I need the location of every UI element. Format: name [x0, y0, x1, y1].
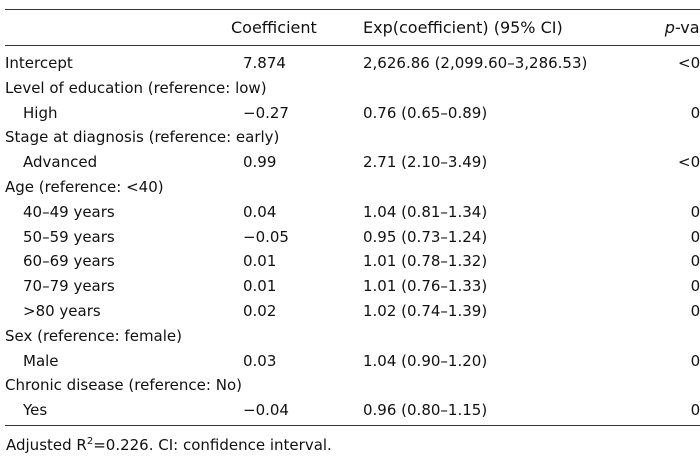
header-p-rest: -value: [674, 18, 700, 37]
row-p-value: 0.97: [690, 277, 700, 296]
row-p-value: [648, 125, 700, 150]
row-p-value: [648, 323, 700, 348]
header-label-cell: [5, 10, 217, 46]
row-label: Chronic disease (reference: No): [5, 376, 242, 395]
row-label: Yes: [23, 400, 48, 419]
row-coefficient: [217, 175, 351, 200]
table-row: 70–79 years 0.01 1.01 (0.76–1.33) 0.97: [5, 274, 700, 299]
row-p-value: <0.01: [678, 153, 700, 172]
row-p-value: [648, 175, 700, 200]
row-exp-ci: 2,626.86 (2,099.60–3,286.53): [363, 53, 588, 72]
header-p-italic: p: [664, 18, 675, 37]
table-row: Age (reference: <40): [5, 175, 700, 200]
row-p-value: 0.64: [690, 351, 700, 370]
header-p-value: p-value: [648, 10, 700, 46]
row-exp-ci: [351, 175, 648, 200]
row-p-value: <0.01: [678, 53, 700, 72]
row-p-value: 0.92: [690, 252, 700, 271]
table-row: Yes −0.04 0.96 (0.80–1.15) 0.64: [5, 398, 700, 426]
table-row: 40–49 years 0.04 1.04 (0.81–1.34) 0.74: [5, 199, 700, 224]
row-coefficient: 0.04: [243, 202, 277, 221]
regression-table: Coefficient Exp(coefficient) (95% CI) p-…: [5, 9, 700, 426]
row-exp-ci: 1.02 (0.74–1.39): [363, 302, 488, 321]
row-label: Stage at diagnosis (reference: early): [5, 128, 280, 147]
row-p-value: 0.64: [690, 400, 700, 419]
row-label: Intercept: [5, 53, 73, 72]
footnote-part1: Adjusted R: [6, 436, 87, 454]
row-label: 70–79 years: [23, 277, 115, 296]
row-label: 40–49 years: [23, 202, 115, 221]
table-row: 60–69 years 0.01 1.01 (0.78–1.32) 0.92: [5, 249, 700, 274]
row-coefficient: [217, 323, 351, 348]
row-coefficient: −0.04: [243, 400, 289, 419]
row-p-value: [648, 76, 700, 101]
row-exp-ci: [351, 373, 648, 398]
row-p-value: 0.01: [690, 103, 700, 122]
table-row: Male 0.03 1.04 (0.90–1.20) 0.64: [5, 348, 700, 373]
row-coefficient: 0.99: [243, 153, 277, 172]
row-label: High: [23, 103, 58, 122]
row-exp-ci: 1.04 (0.81–1.34): [363, 202, 488, 221]
row-exp-ci: 0.96 (0.80–1.15): [363, 400, 488, 419]
row-label: Level of education (reference: low): [5, 78, 267, 97]
row-coefficient: 0.01: [243, 277, 277, 296]
header-exp-coefficient: Exp(coefficient) (95% CI): [363, 18, 563, 37]
header-row: Coefficient Exp(coefficient) (95% CI) p-…: [5, 10, 700, 46]
table-row: Level of education (reference: low): [5, 76, 700, 101]
row-p-value: 0.73: [690, 227, 700, 246]
row-label: Age (reference: <40): [5, 178, 164, 197]
row-label: Advanced: [23, 153, 98, 172]
table-row: Intercept 7.874 2,626.86 (2,099.60–3,286…: [5, 46, 700, 76]
row-coefficient: −0.05: [243, 227, 289, 246]
row-exp-ci: 2.71 (2.10–3.49): [363, 153, 488, 172]
table-row: >80 years 0.02 1.02 (0.74–1.39) 0.91: [5, 299, 700, 324]
table-footnote: Adjusted R2=0.226. CI: confidence interv…: [6, 436, 332, 454]
table-row: High −0.27 0.76 (0.65–0.89) 0.01: [5, 100, 700, 125]
row-exp-ci: [351, 323, 648, 348]
row-coefficient: 0.03: [243, 351, 277, 370]
row-p-value: [648, 373, 700, 398]
row-exp-ci: [351, 125, 648, 150]
table-row: Advanced 0.99 2.71 (2.10–3.49) <0.01: [5, 150, 700, 175]
row-label: Sex (reference: female): [5, 326, 182, 345]
row-exp-ci: [351, 76, 648, 101]
table-row: Sex (reference: female): [5, 323, 700, 348]
row-label: >80 years: [23, 302, 101, 321]
row-p-value: 0.74: [690, 202, 700, 221]
row-label: Male: [23, 351, 59, 370]
row-exp-ci: 1.01 (0.78–1.32): [363, 252, 488, 271]
row-label: 60–69 years: [23, 252, 115, 271]
row-exp-ci: 1.01 (0.76–1.33): [363, 277, 488, 296]
table-row: 50–59 years −0.05 0.95 (0.73–1.24) 0.73: [5, 224, 700, 249]
footnote-superscript: 2: [86, 436, 94, 447]
row-p-value: 0.91: [690, 302, 700, 321]
row-exp-ci: 0.95 (0.73–1.24): [363, 227, 488, 246]
row-coefficient: 0.02: [243, 302, 277, 321]
row-exp-ci: 0.76 (0.65–0.89): [363, 103, 488, 122]
row-exp-ci: 1.04 (0.90–1.20): [363, 351, 488, 370]
header-coefficient: Coefficient: [231, 18, 317, 37]
table-row: Stage at diagnosis (reference: early): [5, 125, 700, 150]
row-coefficient: −0.27: [243, 103, 289, 122]
row-coefficient: 7.874: [243, 53, 286, 72]
row-label: 50–59 years: [23, 227, 115, 246]
table-row: Chronic disease (reference: No): [5, 373, 700, 398]
row-coefficient: 0.01: [243, 252, 277, 271]
footnote-part2: =0.226. CI: confidence interval.: [93, 436, 332, 454]
